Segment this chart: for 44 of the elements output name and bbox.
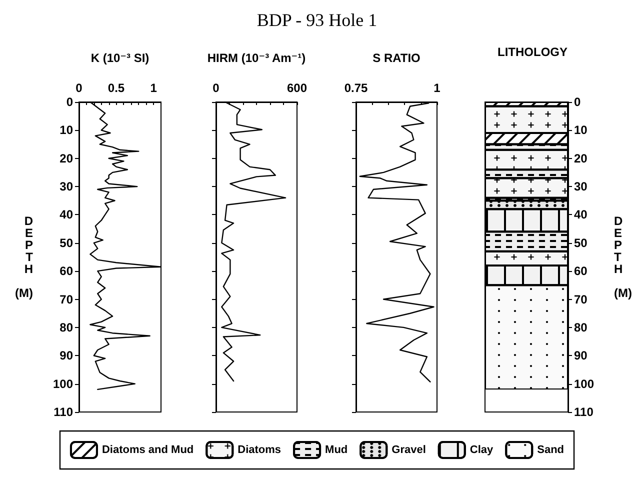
y-tick-label: 50 (574, 236, 588, 250)
legend-label: Gravel (392, 444, 426, 456)
x-tick-label: 0.5 (108, 81, 125, 95)
x-axis-title: S RATIO (372, 51, 420, 65)
x-axis-title: LITHOLOGY (498, 45, 568, 59)
legend-label: Mud (325, 444, 348, 456)
y-tick-label: 30 (60, 180, 74, 194)
legend-label: Diatoms and Mud (102, 444, 194, 456)
y-axis-title: DEPTH (M) (15, 214, 34, 300)
x-tick-label: 1 (150, 81, 158, 95)
y-tick-label: 20 (60, 151, 74, 166)
y-tick-label: 30 (574, 180, 588, 194)
y-tick-label: 10 (574, 123, 588, 138)
legend-label: Diatoms (238, 444, 282, 456)
y-tick-label: 70 (574, 292, 588, 306)
x-tick-label: 0.75 (344, 81, 368, 95)
y-tick-label: 80 (60, 320, 74, 334)
y-tick-label: 110 (54, 405, 74, 419)
y-tick-label: 0 (574, 95, 582, 109)
y-tick-label: 70 (60, 292, 74, 306)
legend-label: Clay (470, 444, 494, 456)
x-tick-label: 0 (212, 81, 220, 95)
x-axis-title: K (10⁻³ SI) (90, 51, 150, 65)
y-tick-label: 0 (66, 95, 74, 109)
y-tick-label: 100 (574, 376, 594, 391)
y-tick-label: 80 (574, 320, 588, 334)
x-axis-title: HIRM (10⁻³ Am⁻¹) (207, 51, 306, 65)
y-tick-label: 50 (60, 236, 74, 250)
y-tick-label: 20 (574, 151, 588, 166)
x-tick-label: 600 (286, 81, 308, 95)
y-tick-label: 90 (60, 348, 74, 363)
y-tick-label: 10 (60, 123, 74, 138)
y-axis-title: DEPTH (M) (614, 214, 632, 300)
y-tick-label: 40 (574, 208, 588, 222)
y-tick-label: 60 (574, 264, 588, 278)
legend-label: Sand (537, 444, 564, 456)
chart-title: BDP - 93 Hole 1 (256, 10, 378, 30)
x-tick-label: 0 (76, 81, 83, 95)
y-tick-label: 100 (52, 376, 74, 391)
y-tick-label: 40 (60, 208, 74, 222)
y-tick-label: 60 (60, 264, 74, 278)
y-tick-label: 90 (574, 348, 588, 363)
y-tick-label: 110 (574, 405, 594, 419)
x-tick-label: 1 (434, 81, 441, 95)
